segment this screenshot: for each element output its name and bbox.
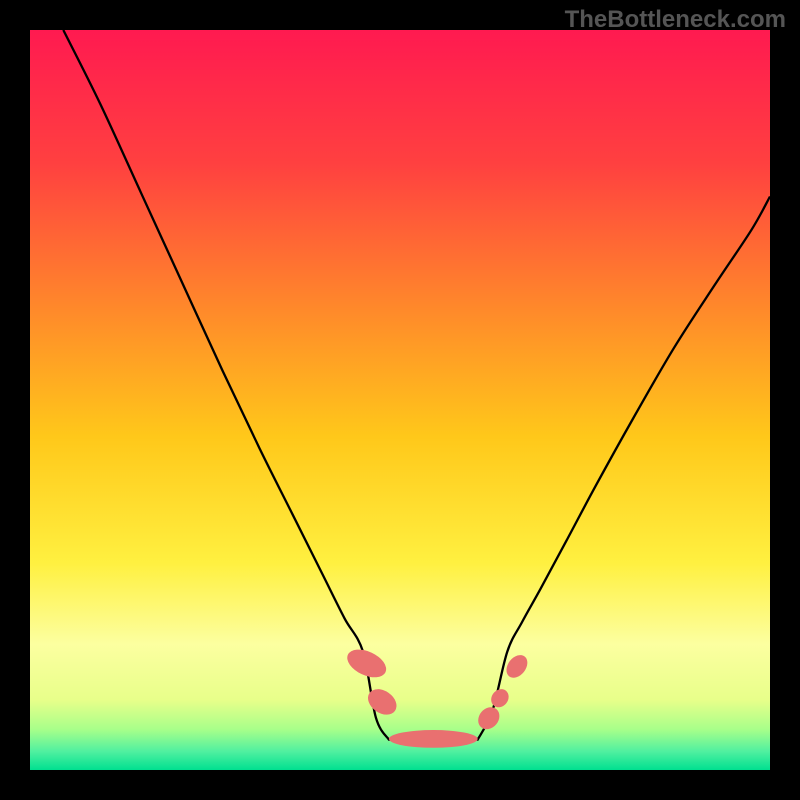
- marker-pill: [363, 684, 401, 720]
- marker-pill: [488, 686, 513, 711]
- chart-frame: TheBottleneck.com: [0, 0, 800, 800]
- marker-pill: [389, 730, 478, 748]
- plot-area: [30, 30, 770, 770]
- marker-pill: [343, 644, 391, 683]
- watermark-text: TheBottleneck.com: [565, 6, 786, 34]
- marker-pill: [474, 703, 504, 734]
- bottleneck-curve: [30, 30, 770, 770]
